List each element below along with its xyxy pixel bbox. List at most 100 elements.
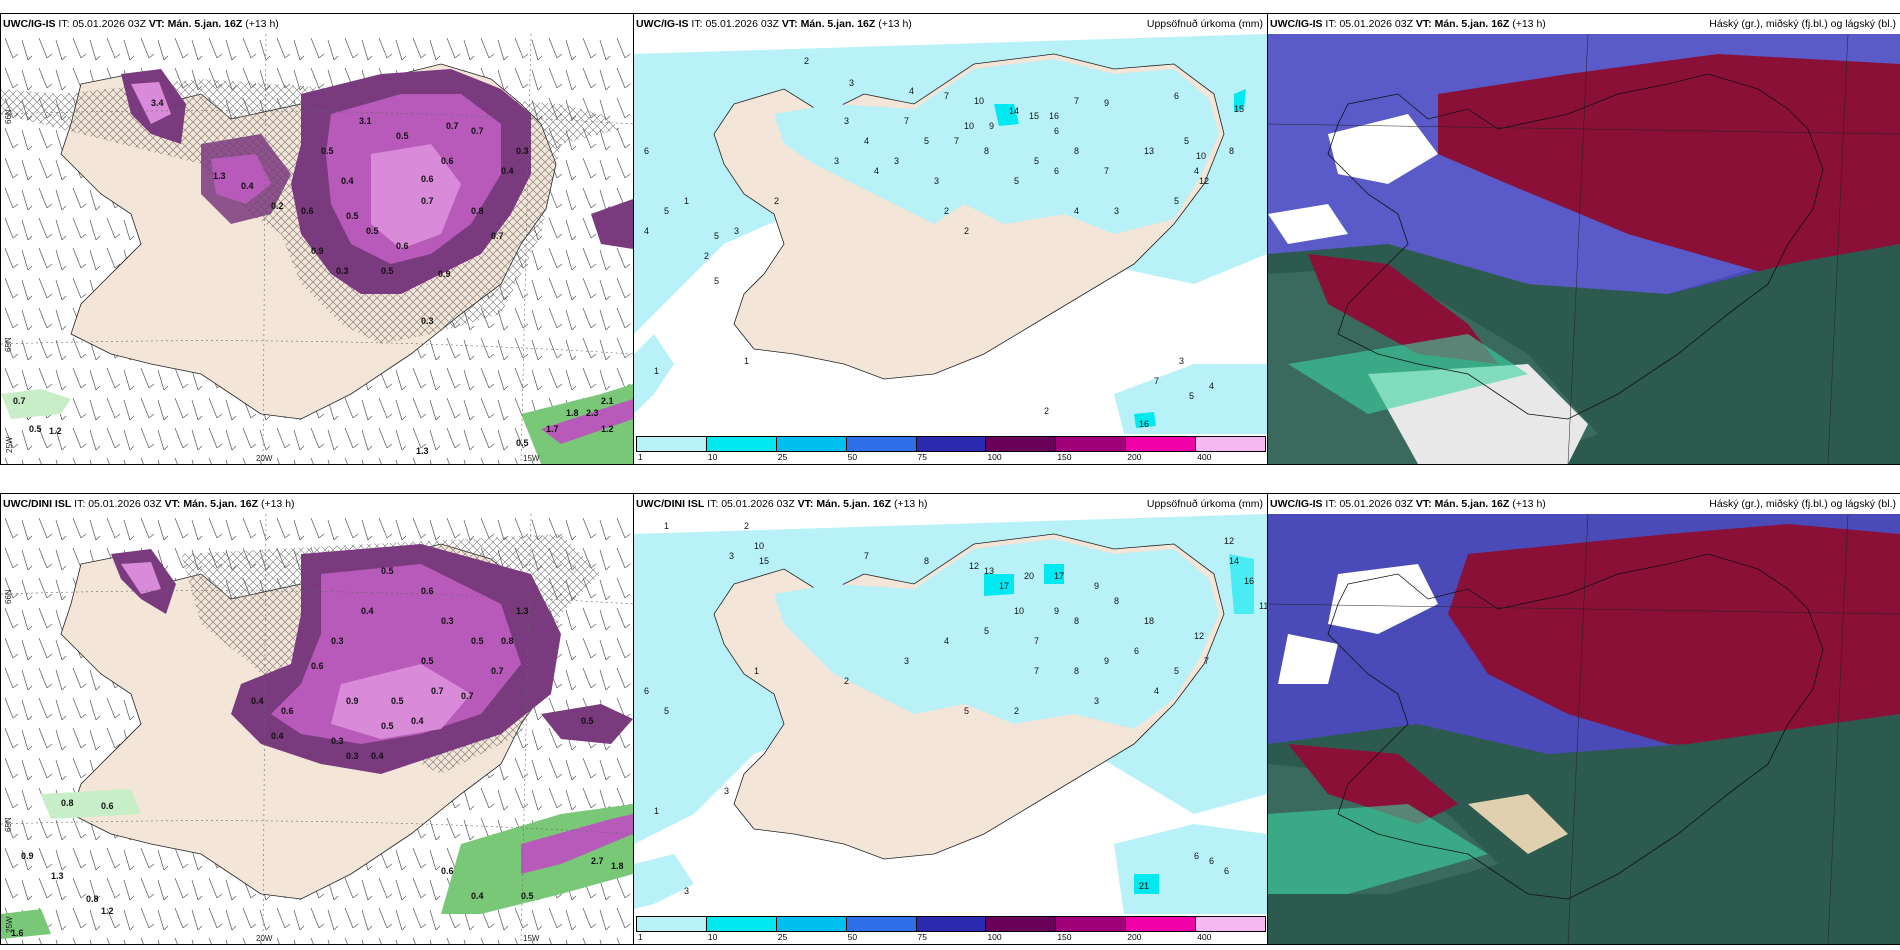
svg-text:2: 2 [844, 676, 849, 686]
svg-text:0.5: 0.5 [381, 266, 394, 276]
svg-text:0.6: 0.6 [301, 206, 314, 216]
colorbar-tick: 50 [847, 932, 858, 942]
svg-text:5: 5 [1184, 136, 1189, 146]
svg-text:0.7: 0.7 [491, 666, 504, 676]
svg-text:0.9: 0.9 [311, 246, 324, 256]
svg-text:0.9: 0.9 [438, 269, 451, 279]
colorbar-swatch [775, 916, 847, 932]
svg-text:20: 20 [1024, 571, 1034, 581]
valid-time: Mán. 5.jan. 16Z [800, 18, 876, 30]
map-area[interactable]: 2 3 3 4 7 10 7 4 5 7 8 3 9 10 14 15 16 7… [634, 34, 1267, 434]
map-area[interactable] [1268, 514, 1900, 944]
panel-snow-dini[interactable]: UWC/DINI ISL IT: 05.01.2026 03Z VT: Mán.… [0, 493, 634, 945]
snow-map: 66N 65N 20W 15W 25W 3.4 3.1 0.5 0.6 0.4 … [1, 34, 633, 464]
svg-text:0.4: 0.4 [471, 891, 484, 901]
svg-text:16: 16 [1139, 419, 1149, 429]
panel-clouds-2[interactable]: UWC/IG-IS IT: 05.01.2026 03Z VT: Mán. 5.… [1267, 493, 1900, 945]
lat-label: 66N [4, 589, 13, 604]
svg-text:1: 1 [654, 806, 659, 816]
lead-time: (+13 h) [260, 498, 295, 510]
svg-text:7: 7 [1074, 96, 1079, 106]
svg-text:0.5: 0.5 [29, 424, 42, 434]
lat-label: 65N [4, 817, 13, 832]
svg-text:14: 14 [1229, 556, 1239, 566]
svg-text:0.3: 0.3 [331, 636, 344, 646]
map-area[interactable]: 1 2 3 10 15 7 8 12 13 17 20 17 12 14 16 … [634, 514, 1267, 914]
svg-text:5: 5 [1014, 176, 1019, 186]
svg-text:0.3: 0.3 [336, 266, 349, 276]
svg-text:0.5: 0.5 [391, 696, 404, 706]
panel-precip-dini[interactable]: UWC/DINI ISL IT: 05.01.2026 03Z VT: Mán.… [633, 493, 1268, 945]
lon-label: 20W [256, 934, 273, 943]
svg-text:9: 9 [1094, 581, 1099, 591]
colorbar-tick: 200 [1127, 932, 1142, 942]
svg-text:1.3: 1.3 [516, 606, 529, 616]
svg-text:2: 2 [774, 196, 779, 206]
lon-label: 15W [523, 454, 540, 463]
svg-text:1.2: 1.2 [49, 426, 62, 436]
svg-text:3: 3 [729, 551, 734, 561]
panel-precip-igis[interactable]: UWC/IG-IS IT: 05.01.2026 03Z VT: Mán. 5.… [633, 13, 1268, 465]
svg-text:3: 3 [849, 78, 854, 88]
svg-text:6: 6 [1054, 166, 1059, 176]
lat-label: 65N [4, 337, 13, 352]
svg-text:1.2: 1.2 [601, 424, 614, 434]
svg-text:0.7: 0.7 [461, 691, 474, 701]
svg-text:7: 7 [954, 136, 959, 146]
colorbar-tick: 10 [707, 932, 718, 942]
colorbar-tick: 400 [1197, 452, 1212, 462]
precip-value-labels: 2 3 3 4 7 10 7 4 5 7 8 3 9 10 14 15 16 7… [644, 56, 1244, 429]
svg-text:7: 7 [1204, 656, 1209, 666]
model-name: UWC/IG-IS [3, 18, 56, 30]
field-title: Háský (gr.), miðský (fj.bl.) og lágský (… [1709, 498, 1896, 510]
svg-text:0.7: 0.7 [491, 231, 504, 241]
svg-text:8: 8 [924, 556, 929, 566]
svg-text:9: 9 [1054, 606, 1059, 616]
svg-text:4: 4 [1209, 381, 1214, 391]
svg-text:5: 5 [714, 231, 719, 241]
iceland-coastline [1327, 73, 1824, 420]
svg-text:0.8: 0.8 [471, 206, 484, 216]
map-area[interactable] [1268, 34, 1900, 464]
panel-snow-igis[interactable]: UWC/IG-IS IT: 05.01.2026 03Z VT: Mán. 5.… [0, 13, 634, 465]
svg-text:0.3: 0.3 [516, 146, 529, 156]
precip-map: 2 3 3 4 7 10 7 4 5 7 8 3 9 10 14 15 16 7… [634, 34, 1267, 434]
field-title: Háský (gr.), miðský (fj.bl.) og lágský (… [1709, 18, 1896, 30]
svg-text:1: 1 [684, 196, 689, 206]
svg-text:3: 3 [684, 886, 689, 896]
svg-text:0.5: 0.5 [321, 146, 334, 156]
map-area[interactable]: 66N 65N 20W 15W 25W 3.4 3.1 0.5 0.6 0.4 … [1, 34, 633, 464]
colorbar-tick: 75 [917, 932, 928, 942]
svg-text:0.4: 0.4 [361, 606, 374, 616]
map-area[interactable]: 66N 65N 20W 15W 25W 0.5 0.4 0.6 0.3 0.5 … [1, 514, 633, 944]
svg-text:5: 5 [664, 206, 669, 216]
svg-text:5: 5 [1189, 391, 1194, 401]
svg-text:21: 21 [1139, 881, 1149, 891]
colorbar-swatch [1195, 916, 1266, 932]
svg-text:3: 3 [834, 156, 839, 166]
svg-text:3: 3 [934, 176, 939, 186]
snow-value-labels: 3.4 3.1 0.5 0.6 0.4 0.7 0.5 0.9 0.6 0.8 … [151, 98, 529, 326]
svg-text:3: 3 [1179, 356, 1184, 366]
svg-text:4: 4 [874, 166, 879, 176]
svg-text:0.5: 0.5 [516, 438, 529, 448]
svg-text:0.9: 0.9 [21, 851, 34, 861]
svg-text:2: 2 [744, 521, 749, 531]
svg-text:9: 9 [1104, 656, 1109, 666]
valid-time: Mán. 5.jan. 16Z [1434, 498, 1510, 510]
colorbar-swatch [1125, 916, 1197, 932]
model-name: UWC/IG-IS [636, 18, 689, 30]
svg-text:2: 2 [944, 206, 949, 216]
precip-value-labels: 1 2 3 10 15 7 8 12 13 17 20 17 12 14 16 … [644, 521, 1267, 896]
lon-label: 25W [5, 436, 14, 453]
svg-text:7: 7 [1034, 636, 1039, 646]
panel-clouds-igis[interactable]: UWC/IG-IS IT: 05.01.2026 03Z VT: Mán. 5.… [1267, 13, 1900, 465]
svg-text:15: 15 [1029, 111, 1039, 121]
svg-text:6: 6 [1054, 126, 1059, 136]
svg-text:0.5: 0.5 [381, 566, 394, 576]
colorbar-tick: 10 [707, 452, 718, 462]
colorbar-swatch [705, 916, 777, 932]
snow-map: 66N 65N 20W 15W 25W 0.5 0.4 0.6 0.3 0.5 … [1, 514, 633, 944]
field-title: Uppsöfnuð úrkoma (mm) [1146, 498, 1263, 510]
svg-text:2.7: 2.7 [591, 856, 604, 866]
